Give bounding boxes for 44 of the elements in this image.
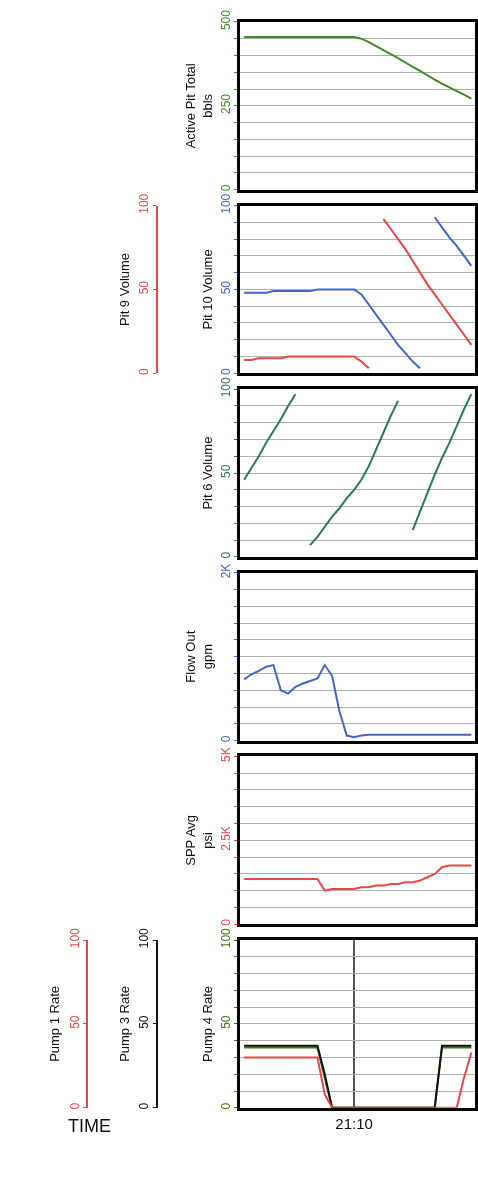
y-axis-title: Pit 6 Volume: [199, 436, 215, 510]
y-axis-title: SPP Avg psi: [182, 814, 215, 866]
y-tick-label: 500: [218, 9, 233, 31]
y3-tick-label: 50: [137, 1015, 152, 1029]
y3-axis-title: Pump 1 Rate: [47, 986, 63, 1062]
y2-tick-label: 0: [67, 1102, 82, 1110]
y2-axis-title: Pump 3 Rate: [116, 986, 132, 1062]
y-tick-label: 100: [218, 927, 233, 949]
y-axis-title: Pump 4 Rate: [199, 986, 215, 1062]
y2-tick-label: 100: [137, 193, 152, 214]
y-tick-label: 250: [218, 93, 233, 115]
y-tick-label: 0: [218, 918, 233, 926]
line-series: [382, 217, 473, 346]
y-tick-label: 100: [218, 193, 233, 214]
y-tick-label: 0: [218, 367, 233, 375]
line-series: [243, 288, 422, 370]
y-tick-label: 0: [218, 184, 233, 192]
x-axis-title: TIME: [68, 1116, 111, 1136]
y2-tick-label: 100: [67, 927, 82, 949]
line-series: [243, 35, 473, 100]
y-tick-label: 100: [218, 377, 233, 398]
y-axis-title: Flow Out gpm: [182, 630, 215, 683]
y-axis-title: Pit 10 Volume: [199, 249, 215, 330]
y3-tick-label: 0: [137, 1102, 152, 1110]
y-tick-label: 5K: [218, 747, 233, 762]
y-axis-title: Active Pit Total bbls: [182, 63, 215, 149]
line-series: [243, 864, 473, 892]
y-tick-label: 0: [218, 1102, 233, 1110]
y-tick-label: 0: [218, 551, 233, 559]
y2-tick-label: 50: [137, 280, 152, 295]
line-series: [243, 355, 370, 370]
y-tick-label: 2K: [218, 563, 233, 579]
y2-tick-label: 50: [67, 1015, 82, 1029]
x-tick-label: 21:10: [335, 1114, 373, 1132]
y-tick-label: 2.5K: [218, 826, 233, 851]
y3-tick-label: 100: [137, 927, 152, 949]
y-tick-label: 0: [218, 735, 233, 743]
y-tick-label: 50: [218, 280, 233, 295]
y-tick-label: 50: [218, 464, 233, 478]
y2-axis-title: Pit 9 Volume: [116, 252, 132, 326]
line-series: [243, 664, 473, 739]
line-series: [433, 216, 473, 267]
y-tick-label: 50: [218, 1015, 233, 1029]
y2-tick-label: 0: [137, 367, 152, 375]
